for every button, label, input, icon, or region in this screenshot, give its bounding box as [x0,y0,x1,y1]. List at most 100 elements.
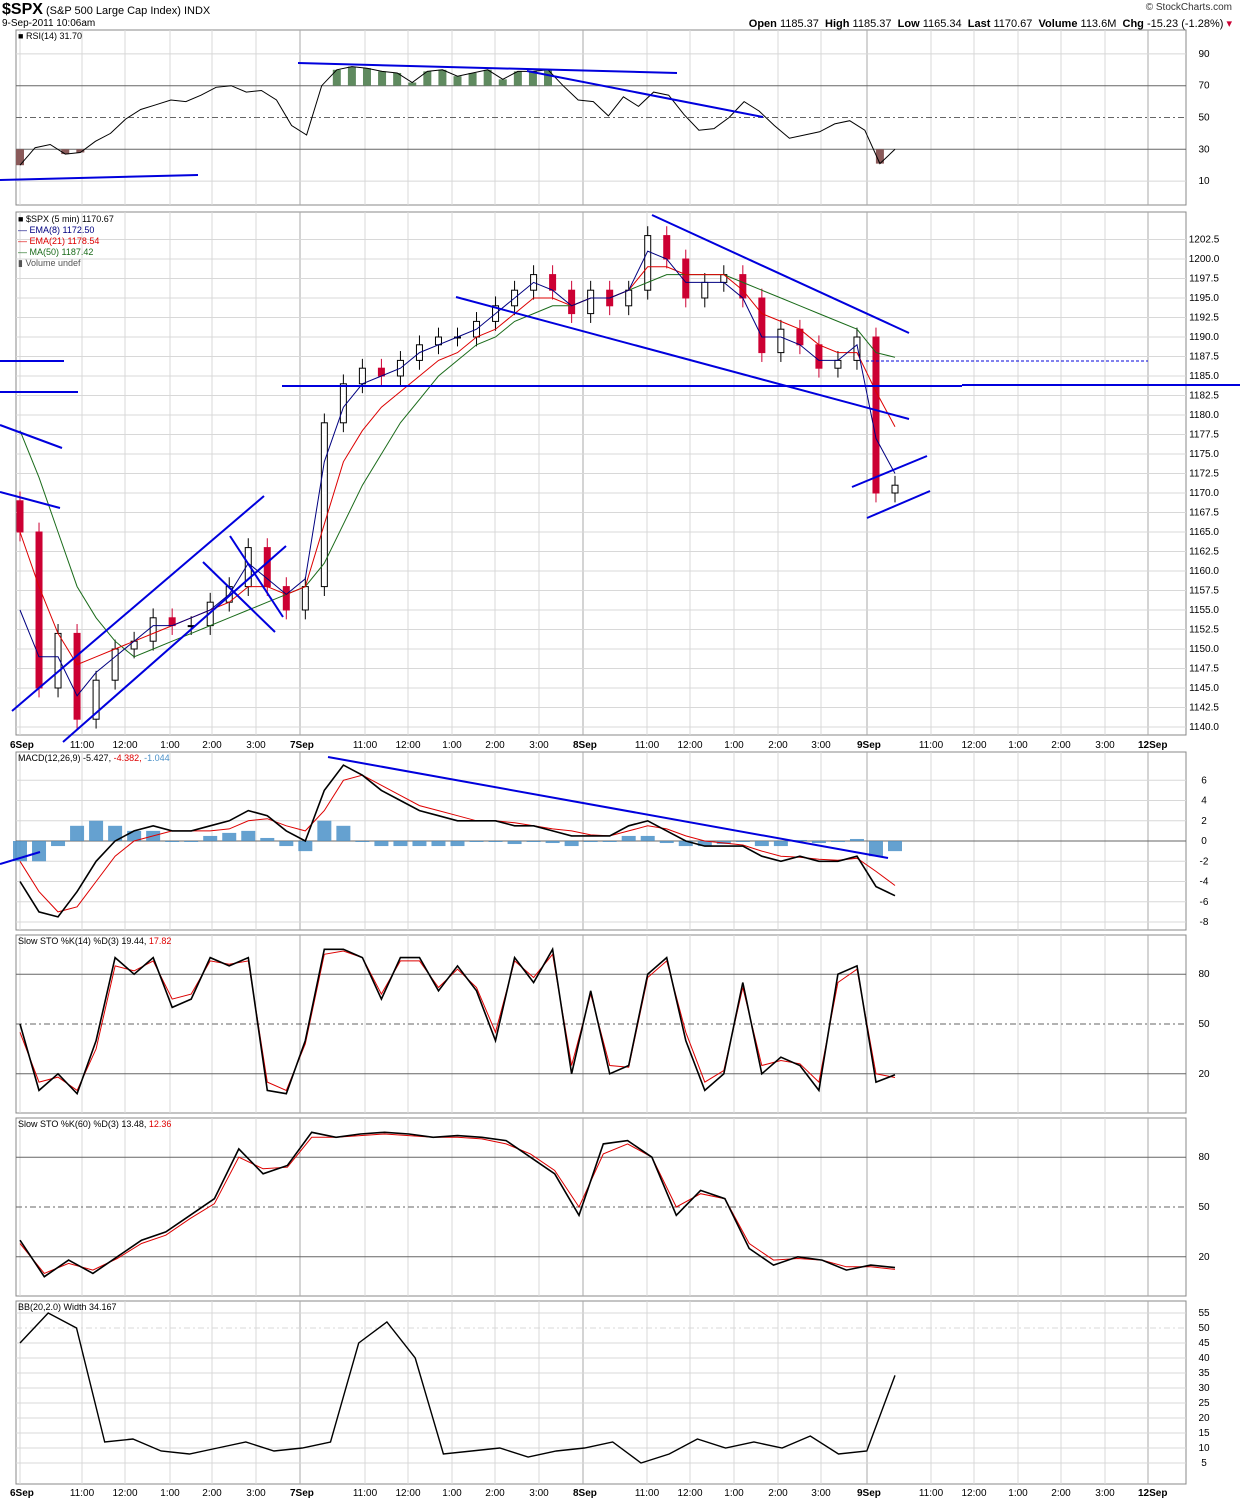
y-tick-label: 55 [1198,1308,1210,1319]
y-tick-label: 15 [1198,1428,1210,1439]
rsi-overbought-fill [347,66,356,86]
x-tick-label: 1:00 [724,740,744,751]
y-tick-label: 1142.5 [1189,703,1219,714]
candle-body [853,336,861,361]
x-tick-label: 3:00 [811,1488,831,1499]
x-tick-label: 11:00 [635,1488,660,1499]
rsi-overbought-fill [393,72,402,86]
y-tick-label: 1192.5 [1189,313,1219,324]
x-tick-label: 12:00 [961,740,986,751]
candle-body [301,586,309,611]
y-tick-label: 80 [1198,1152,1210,1163]
x-tick-label: 3:00 [529,740,549,751]
macd-histogram-bar [602,841,617,842]
x-tick-label: 12Sep [1138,1488,1167,1499]
x-tick-label: 1:00 [1008,1488,1028,1499]
x-tick-label: 11:00 [635,740,660,751]
x-tick-label: 3:00 [811,740,831,751]
macd-histogram-bar [488,841,503,842]
trendline [0,491,61,509]
x-tick-label: 3:00 [529,1488,549,1499]
y-tick-label: -8 [1200,917,1209,928]
y-tick-label: 4 [1201,796,1207,807]
y-tick-label: 1187.5 [1189,352,1219,363]
sto60-legend: Slow STO %K(60) %D(3) 13.48, 12.36 [18,1119,172,1129]
x-tick-label: 12:00 [677,740,702,751]
rsi-overbought-fill [513,71,522,86]
y-tick-label: 25 [1198,1398,1210,1409]
rsi-overbought-fill [423,71,432,86]
y-tick-label: 30 [1198,144,1210,155]
y-tick-label: 1202.5 [1189,235,1220,246]
x-tick-label: 1:00 [442,740,462,751]
macd-histogram-bar [526,841,541,842]
candle-body [282,586,290,611]
x-tick-label: 3:00 [1095,740,1115,751]
x-tick-label: 8Sep [573,1488,597,1499]
candle-body [758,297,766,354]
x-tick-label: 6Sep [10,1488,34,1499]
candle-body [16,500,24,533]
down-arrow-icon: ▾ [1226,18,1232,30]
x-tick-label: 12Sep [1138,740,1167,751]
x-tick-label: 2:00 [768,1488,788,1499]
rsi-overbought-fill [332,69,341,86]
candle-body [568,289,576,315]
macd-histogram-bar [241,830,256,841]
macd-histogram-bar [754,841,769,847]
x-tick-label: 11:00 [353,1488,378,1499]
rsi-oversold-fill [76,149,85,153]
trendline [11,495,265,712]
y-tick-label: 1175.0 [1189,449,1219,460]
y-tick-label: 0 [1201,836,1207,847]
y-tick-label: -2 [1200,856,1209,867]
candle-body [872,336,880,494]
ema21-line [19,266,896,666]
candle-body [320,422,328,588]
bbw-legend: BB(20,2.0) Width 34.167 [18,1302,117,1312]
trendline [866,490,931,519]
symbol-name: (S&P 500 Large Cap Index) INDX [45,5,211,17]
candle-body [625,289,633,307]
legend-ema21: — EMA(21) 1178.54 [18,236,100,246]
x-tick-label: 3:00 [1095,1488,1115,1499]
x-tick-label: 9Sep [857,1488,881,1499]
macd-histogram-bar [108,825,123,841]
y-tick-label: 80 [1198,969,1210,980]
trendline [526,70,764,118]
y-tick-label: 1195.0 [1189,293,1219,304]
x-tick-label: 2:00 [485,1488,505,1499]
x-tick-label: 3:00 [246,1488,266,1499]
y-tick-label: 35 [1198,1368,1210,1379]
x-tick-label: 2:00 [1051,1488,1071,1499]
macd-histogram-bar [659,841,674,844]
macd-histogram-bar [564,841,579,847]
macd-histogram-bar [222,832,237,841]
x-tick-label: 1:00 [442,1488,462,1499]
rsi-oversold-fill [16,149,24,166]
macd-line [19,764,896,918]
candle-body [644,235,652,291]
macd-histogram-bar [260,837,275,841]
rsi-oversold-fill [61,149,70,155]
x-tick-label: 12:00 [395,1488,420,1499]
y-tick-label: 2 [1201,816,1207,827]
macd-signal-line [19,774,896,913]
x-tick-label: 2:00 [202,740,222,751]
macd-histogram-bar [450,841,465,847]
panel-frame [15,1300,1187,1485]
legend-ma50: — MA(50) 1187.42 [18,247,94,257]
x-tick-label: 12:00 [961,1488,986,1499]
y-tick-label: 1150.0 [1189,644,1219,655]
y-tick-label: -4 [1200,877,1209,888]
macd-histogram-bar [336,825,351,841]
sto60-d-line [19,1133,896,1275]
rsi-overbought-fill [483,69,492,86]
y-tick-label: 1180.0 [1189,410,1219,421]
y-tick-label: -6 [1200,897,1209,908]
candle-body [339,383,347,424]
legend-volume: ▮ Volume undef [18,258,81,268]
macd-histogram-bar [393,841,408,847]
x-tick-label: 7Sep [290,1488,314,1499]
